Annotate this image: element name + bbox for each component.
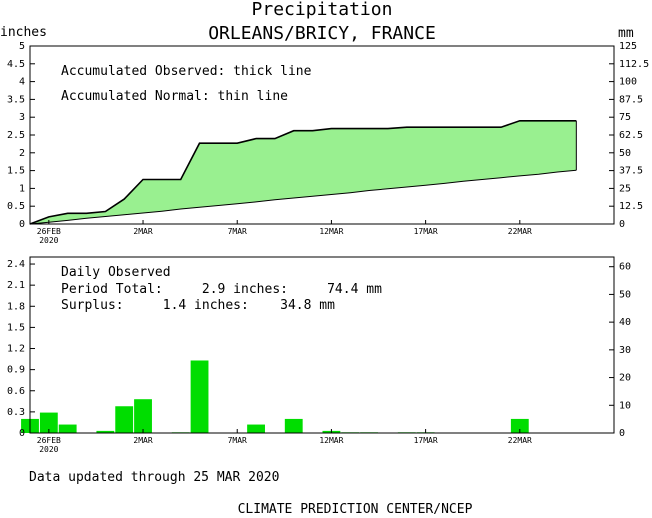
daily-bar <box>58 424 77 433</box>
top-ytick-label-right: 12.5 <box>619 201 643 212</box>
left-unit-label: inches <box>0 25 47 40</box>
bottom-ytick-label-left: 0.9 <box>7 365 25 376</box>
top-xtick-label: 12MAR <box>319 227 343 236</box>
bottom-ytick-label-right: 30 <box>619 345 631 356</box>
top-xtick-label: 7MAR <box>228 227 247 236</box>
bottom-ytick-label-right: 50 <box>619 289 631 300</box>
daily-bar <box>115 406 134 433</box>
top-ytick-label-right: 37.5 <box>619 166 643 177</box>
bottom-ytick-label-right: 40 <box>619 317 631 328</box>
daily-heading: Daily Observed <box>61 265 171 280</box>
daily-bar <box>284 418 303 433</box>
top-ytick-label-right: 75 <box>619 112 631 123</box>
top-xtick-label: 17MAR <box>414 227 438 236</box>
top-xtick-label: 2MAR <box>133 227 152 236</box>
bottom-ytick-label-left: 1.2 <box>7 344 25 355</box>
top-ytick-label-right: 112.5 <box>619 59 649 70</box>
bottom-xtick-label: 12MAR <box>319 436 343 445</box>
bottom-ytick-label-right: 0 <box>619 428 625 439</box>
top-ytick-label-left: 5 <box>19 41 25 52</box>
observed-note: Accumulated Observed: thick line <box>61 64 312 79</box>
bottom-ytick-label-right: 10 <box>619 400 631 411</box>
top-ytick-label-left: 1 <box>19 183 25 194</box>
top-ytick-label-left: 1.5 <box>7 166 25 177</box>
top-ytick-label-left: 3 <box>19 112 25 123</box>
daily-bar <box>96 430 115 433</box>
bottom-ytick-label-left: 0 <box>19 428 25 439</box>
top-ytick-label-left: 4 <box>19 77 25 88</box>
accumulated-panel: 00.511.522.533.544.55012.52537.55062.575… <box>7 41 649 245</box>
surplus-text: Surplus: 1.4 inches: 34.8 mm <box>61 298 335 313</box>
top-ytick-label-left: 4.5 <box>7 59 25 70</box>
bottom-xtick-label: 22MAR <box>508 436 532 445</box>
bottom-year-label: 2020 <box>39 445 58 454</box>
top-ytick-label-right: 125 <box>619 41 637 52</box>
daily-bar <box>247 424 265 433</box>
bottom-ytick-label-left: 1.8 <box>7 301 25 312</box>
normal-note: Accumulated Normal: thin line <box>61 89 288 104</box>
top-ytick-label-left: 2.5 <box>7 130 25 141</box>
daily-bar <box>39 412 58 433</box>
top-ytick-label-left: 3.5 <box>7 94 25 105</box>
bottom-ytick-label-right: 20 <box>619 373 631 384</box>
bottom-xtick-label: 2MAR <box>133 436 152 445</box>
credit-line: CLIMATE PREDICTION CENTER/NCEP <box>238 502 473 517</box>
top-ytick-label-left: 0.5 <box>7 201 25 212</box>
daily-panel: 0 0.3 0.6 0.9 1.2 1.5 1.8 2.1 2.4 0 10 20 30 40 50 60 26… <box>7 256 631 454</box>
top-ytick-label-left: 0 <box>19 219 25 230</box>
top-ytick-label-right: 62.5 <box>619 130 643 141</box>
bottom-ytick-label-left: 1.5 <box>7 322 25 333</box>
bottom-ytick-label-right: 60 <box>619 262 631 273</box>
accumulated-observed-line <box>29 120 577 225</box>
top-year-label: 2020 <box>39 236 58 245</box>
bottom-xtick-label: 17MAR <box>414 436 438 445</box>
top-ytick-label-right: 50 <box>619 148 631 159</box>
top-ytick-label-right: 25 <box>619 183 631 194</box>
bottom-frame <box>29 256 615 434</box>
right-unit-label: mm <box>618 26 634 41</box>
chart-title: Precipitation <box>252 0 393 20</box>
accumulated-normal-line <box>29 169 577 225</box>
daily-bar <box>134 399 152 433</box>
bottom-xtick-label: 26FEB <box>37 436 61 445</box>
bottom-ytick-label-left: 0.6 <box>7 386 25 397</box>
accumulated-surplus-area <box>30 120 577 224</box>
bottom-xtick-label: 7MAR <box>228 436 247 445</box>
top-ytick-label-right: 100 <box>619 77 637 88</box>
bottom-ytick-label-left: 2.4 <box>7 259 25 270</box>
daily-bar <box>510 418 529 433</box>
bottom-ytick-label-left: 0.3 <box>7 407 25 418</box>
data-updated: Data updated through 25 MAR 2020 <box>29 470 279 485</box>
top-xtick-label: 26FEB <box>37 227 61 236</box>
top-xtick-label: 22MAR <box>508 227 532 236</box>
chart-subtitle: ORLEANS/BRICY, FRANCE <box>208 23 436 44</box>
top-ytick-label-right: 0 <box>619 219 625 230</box>
period-total: Period Total: 2.9 inches: 74.4 mm <box>61 282 382 297</box>
top-ytick-label-right: 87.5 <box>619 94 643 105</box>
daily-bar <box>190 360 209 433</box>
top-ytick-label-left: 2 <box>19 148 25 159</box>
bottom-ytick-label-left: 2.1 <box>7 280 25 291</box>
